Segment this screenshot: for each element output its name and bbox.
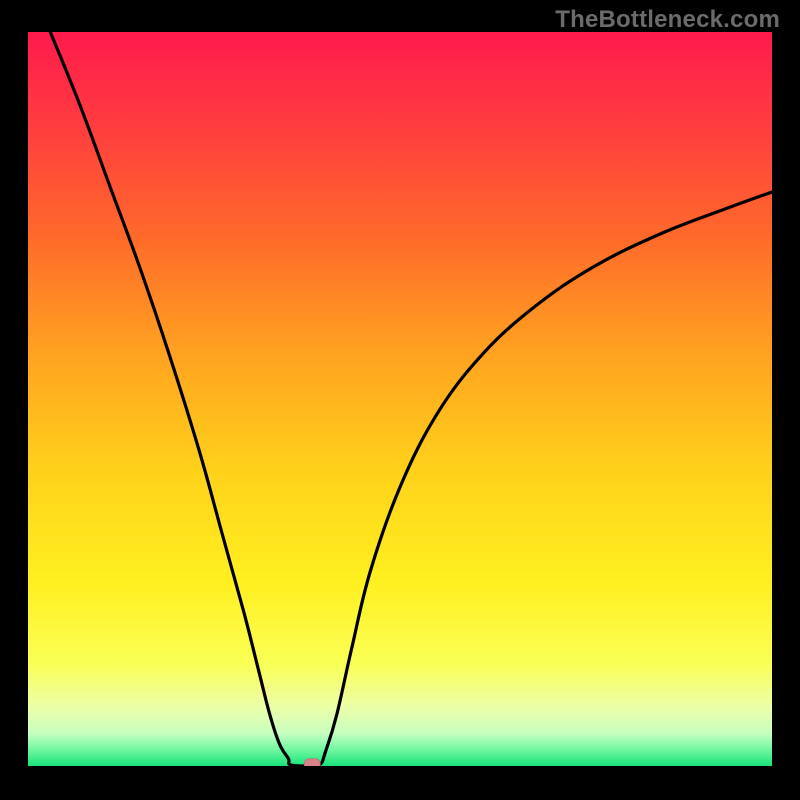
watermark-text: TheBottleneck.com: [555, 6, 780, 34]
chart-container: TheBottleneck.com: [0, 0, 800, 800]
bottleneck-chart: [0, 0, 800, 800]
plot-area: [28, 32, 772, 769]
gradient-background: [28, 32, 772, 766]
